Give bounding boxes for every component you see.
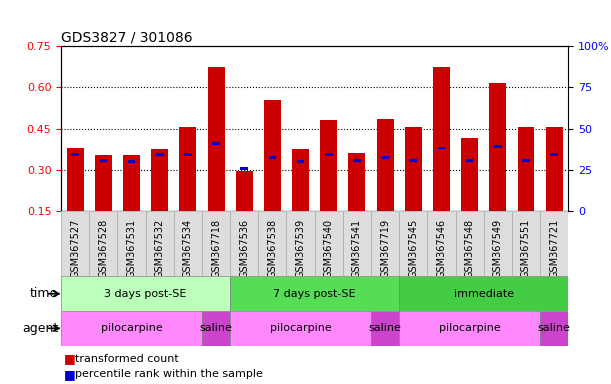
Bar <box>518 127 535 211</box>
Bar <box>376 119 393 211</box>
Text: 3 days post-SE: 3 days post-SE <box>104 289 187 299</box>
Text: immediate: immediate <box>453 289 514 299</box>
Bar <box>61 311 202 346</box>
Bar <box>230 311 371 346</box>
Bar <box>466 159 474 162</box>
Bar <box>325 153 332 156</box>
Bar <box>399 211 427 276</box>
Bar <box>95 155 112 211</box>
Bar <box>348 153 365 211</box>
Text: ■: ■ <box>64 368 76 381</box>
Bar <box>292 149 309 211</box>
Text: pilocarpine: pilocarpine <box>101 323 163 333</box>
Bar <box>152 149 168 211</box>
Bar <box>371 311 399 346</box>
Bar <box>258 211 287 276</box>
Bar <box>145 211 174 276</box>
Bar <box>405 127 422 211</box>
Bar <box>551 153 558 156</box>
Bar <box>71 153 79 156</box>
Bar <box>489 83 507 211</box>
Bar <box>236 171 253 211</box>
Bar <box>180 127 196 211</box>
Bar <box>61 276 230 311</box>
Bar <box>230 276 399 311</box>
Bar <box>202 311 230 346</box>
Bar <box>456 211 484 276</box>
Bar <box>399 311 540 346</box>
Bar <box>381 156 389 159</box>
Text: GDS3827 / 301086: GDS3827 / 301086 <box>61 31 192 45</box>
Bar <box>100 159 107 162</box>
Bar <box>67 148 84 211</box>
Bar <box>494 145 502 148</box>
Bar <box>287 211 315 276</box>
Bar <box>128 160 136 163</box>
Bar <box>546 127 563 211</box>
Text: saline: saline <box>200 323 233 333</box>
Bar <box>117 211 145 276</box>
Bar <box>202 211 230 276</box>
Bar <box>461 138 478 211</box>
Bar <box>371 211 399 276</box>
Bar <box>320 121 337 211</box>
Bar <box>264 100 281 211</box>
Bar <box>123 155 140 211</box>
Bar <box>409 159 417 162</box>
Text: saline: saline <box>368 323 401 333</box>
Text: pilocarpine: pilocarpine <box>439 323 500 333</box>
Bar <box>427 211 456 276</box>
Bar <box>269 156 276 159</box>
Text: saline: saline <box>538 323 571 333</box>
Bar <box>212 142 220 145</box>
Bar <box>315 211 343 276</box>
Bar <box>522 159 530 162</box>
Bar <box>512 211 540 276</box>
Text: agent: agent <box>22 322 58 335</box>
Text: pilocarpine: pilocarpine <box>269 323 331 333</box>
Text: time: time <box>30 287 58 300</box>
Bar <box>240 167 248 170</box>
Bar <box>437 147 445 149</box>
Bar <box>230 211 258 276</box>
Bar <box>343 211 371 276</box>
Bar <box>89 211 117 276</box>
Text: ■: ■ <box>64 353 76 366</box>
Bar <box>61 211 89 276</box>
Text: percentile rank within the sample: percentile rank within the sample <box>75 369 262 379</box>
Bar <box>399 276 568 311</box>
Bar <box>184 153 192 156</box>
Bar <box>540 211 568 276</box>
Bar <box>353 159 360 162</box>
Bar <box>297 160 304 163</box>
Bar <box>484 211 512 276</box>
Bar <box>433 67 450 211</box>
Bar <box>174 211 202 276</box>
Text: 7 days post-SE: 7 days post-SE <box>273 289 356 299</box>
Text: transformed count: transformed count <box>75 354 178 364</box>
Bar <box>540 311 568 346</box>
Bar <box>208 67 224 211</box>
Bar <box>156 153 164 156</box>
